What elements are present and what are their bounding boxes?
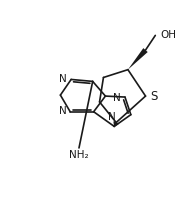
Text: S: S (150, 90, 158, 102)
Text: N: N (108, 112, 116, 123)
Text: NH₂: NH₂ (69, 150, 89, 160)
Text: N: N (60, 74, 67, 84)
Text: OH: OH (160, 30, 176, 40)
Polygon shape (128, 48, 148, 70)
Text: N: N (113, 93, 121, 103)
Text: N: N (58, 106, 66, 116)
